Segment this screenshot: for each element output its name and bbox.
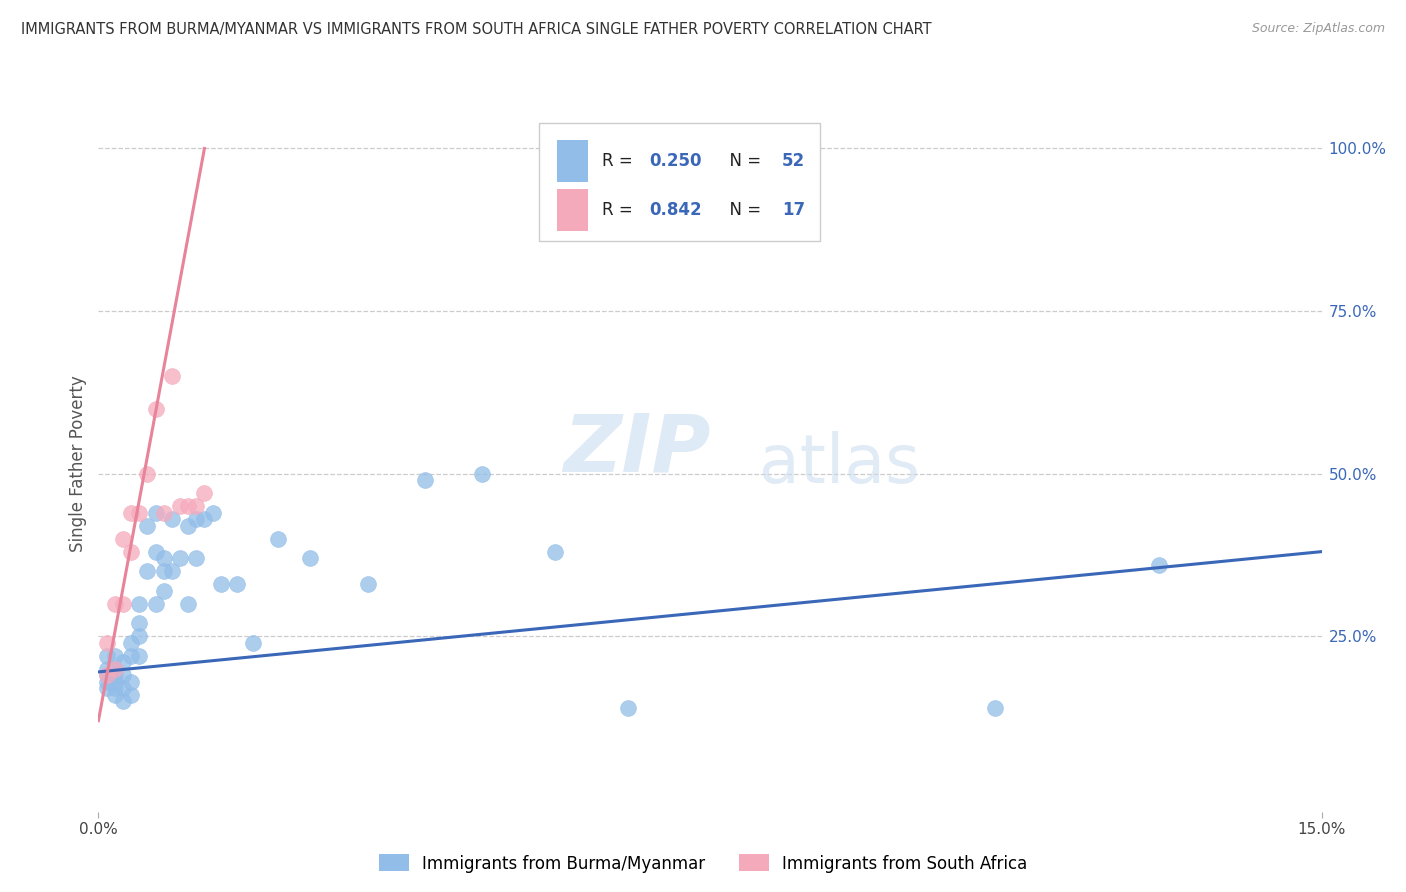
Point (201, 506, 224, 520)
Point (152, 506, 174, 520)
Point (152, 551, 174, 566)
Point (152, 583, 174, 598)
Point (145, 506, 167, 520)
Text: IMMIGRANTS FROM BURMA/MYANMAR VS IMMIGRANTS FROM SOUTH AFRICA SINGLE FATHER POVE: IMMIGRANTS FROM BURMA/MYANMAR VS IMMIGRA… (21, 22, 932, 37)
Point (111, 532, 134, 546)
Point (186, 551, 208, 566)
Point (96, 635, 118, 649)
Point (104, 668, 127, 682)
Point (120, 544, 142, 558)
Point (120, 688, 142, 702)
Point (96, 648, 118, 663)
Point (544, 544, 567, 558)
Point (226, 577, 249, 591)
Point (111, 597, 134, 611)
Text: R =: R = (602, 201, 638, 219)
Point (111, 681, 134, 695)
Point (136, 518, 159, 533)
Point (169, 499, 191, 513)
Point (169, 551, 191, 566)
Point (128, 597, 150, 611)
Point (120, 648, 142, 663)
Text: 0.250: 0.250 (650, 153, 702, 170)
Point (120, 635, 142, 649)
Point (177, 518, 200, 533)
Point (128, 616, 150, 631)
Point (104, 681, 127, 695)
Point (111, 668, 134, 682)
Legend: Immigrants from Burma/Myanmar, Immigrants from South Africa: Immigrants from Burma/Myanmar, Immigrant… (373, 847, 1033, 880)
Point (128, 629, 150, 643)
Point (128, 506, 150, 520)
FancyBboxPatch shape (557, 189, 588, 231)
FancyBboxPatch shape (557, 140, 588, 182)
Point (96, 662, 118, 676)
Point (242, 635, 264, 649)
Point (145, 401, 167, 416)
Point (111, 694, 134, 708)
Point (160, 512, 183, 526)
Point (471, 467, 494, 481)
Point (193, 512, 215, 526)
Point (193, 486, 215, 500)
Point (104, 688, 127, 702)
Point (104, 597, 127, 611)
Point (152, 564, 174, 578)
Point (209, 577, 232, 591)
Point (96, 674, 118, 689)
Point (120, 506, 142, 520)
Text: 52: 52 (782, 153, 806, 170)
Point (104, 662, 127, 676)
Point (267, 532, 290, 546)
Point (186, 512, 208, 526)
Text: Source: ZipAtlas.com: Source: ZipAtlas.com (1251, 22, 1385, 36)
Point (617, 700, 640, 714)
Point (111, 655, 134, 669)
Text: ZIP: ZIP (564, 411, 710, 489)
Text: N =: N = (718, 153, 766, 170)
Point (177, 499, 200, 513)
Point (356, 577, 378, 591)
Point (104, 674, 127, 689)
Point (186, 499, 208, 513)
Text: atlas: atlas (759, 431, 920, 497)
Point (413, 473, 436, 487)
Point (136, 467, 159, 481)
Point (145, 544, 167, 558)
Text: 17: 17 (782, 201, 806, 219)
Point (160, 564, 183, 578)
Point (177, 597, 200, 611)
Y-axis label: Single Father Poverty: Single Father Poverty (69, 376, 87, 552)
Point (145, 597, 167, 611)
Point (160, 369, 183, 384)
Text: 0.842: 0.842 (650, 201, 702, 219)
Point (96, 668, 118, 682)
Point (299, 551, 322, 566)
Point (128, 648, 150, 663)
Point (104, 662, 127, 676)
Point (120, 674, 142, 689)
Text: R =: R = (602, 153, 638, 170)
Point (104, 648, 127, 663)
Point (1147, 558, 1170, 572)
Point (984, 700, 1007, 714)
Point (96, 681, 118, 695)
Text: N =: N = (718, 201, 766, 219)
Point (136, 564, 159, 578)
Point (96, 668, 118, 682)
FancyBboxPatch shape (538, 123, 820, 241)
